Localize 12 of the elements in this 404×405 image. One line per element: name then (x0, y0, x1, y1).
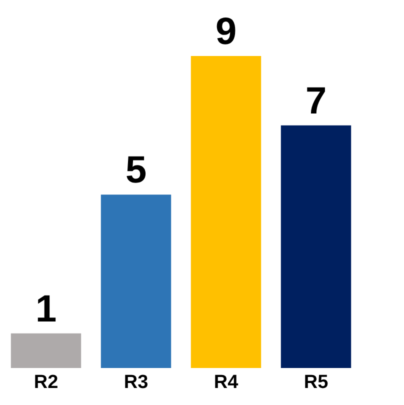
bar (280, 125, 352, 368)
data-label: 1 (35, 288, 57, 330)
x-tick-label: R5 (304, 372, 329, 393)
x-tick-label: R2 (34, 372, 58, 393)
data-label: 7 (305, 80, 327, 122)
bar (100, 194, 172, 368)
data-label: 5 (125, 150, 147, 192)
bar (190, 56, 262, 368)
x-tick-label: R3 (124, 372, 148, 393)
bar (10, 333, 82, 368)
data-label: 9 (215, 11, 237, 53)
x-tick-label: R4 (214, 372, 239, 393)
